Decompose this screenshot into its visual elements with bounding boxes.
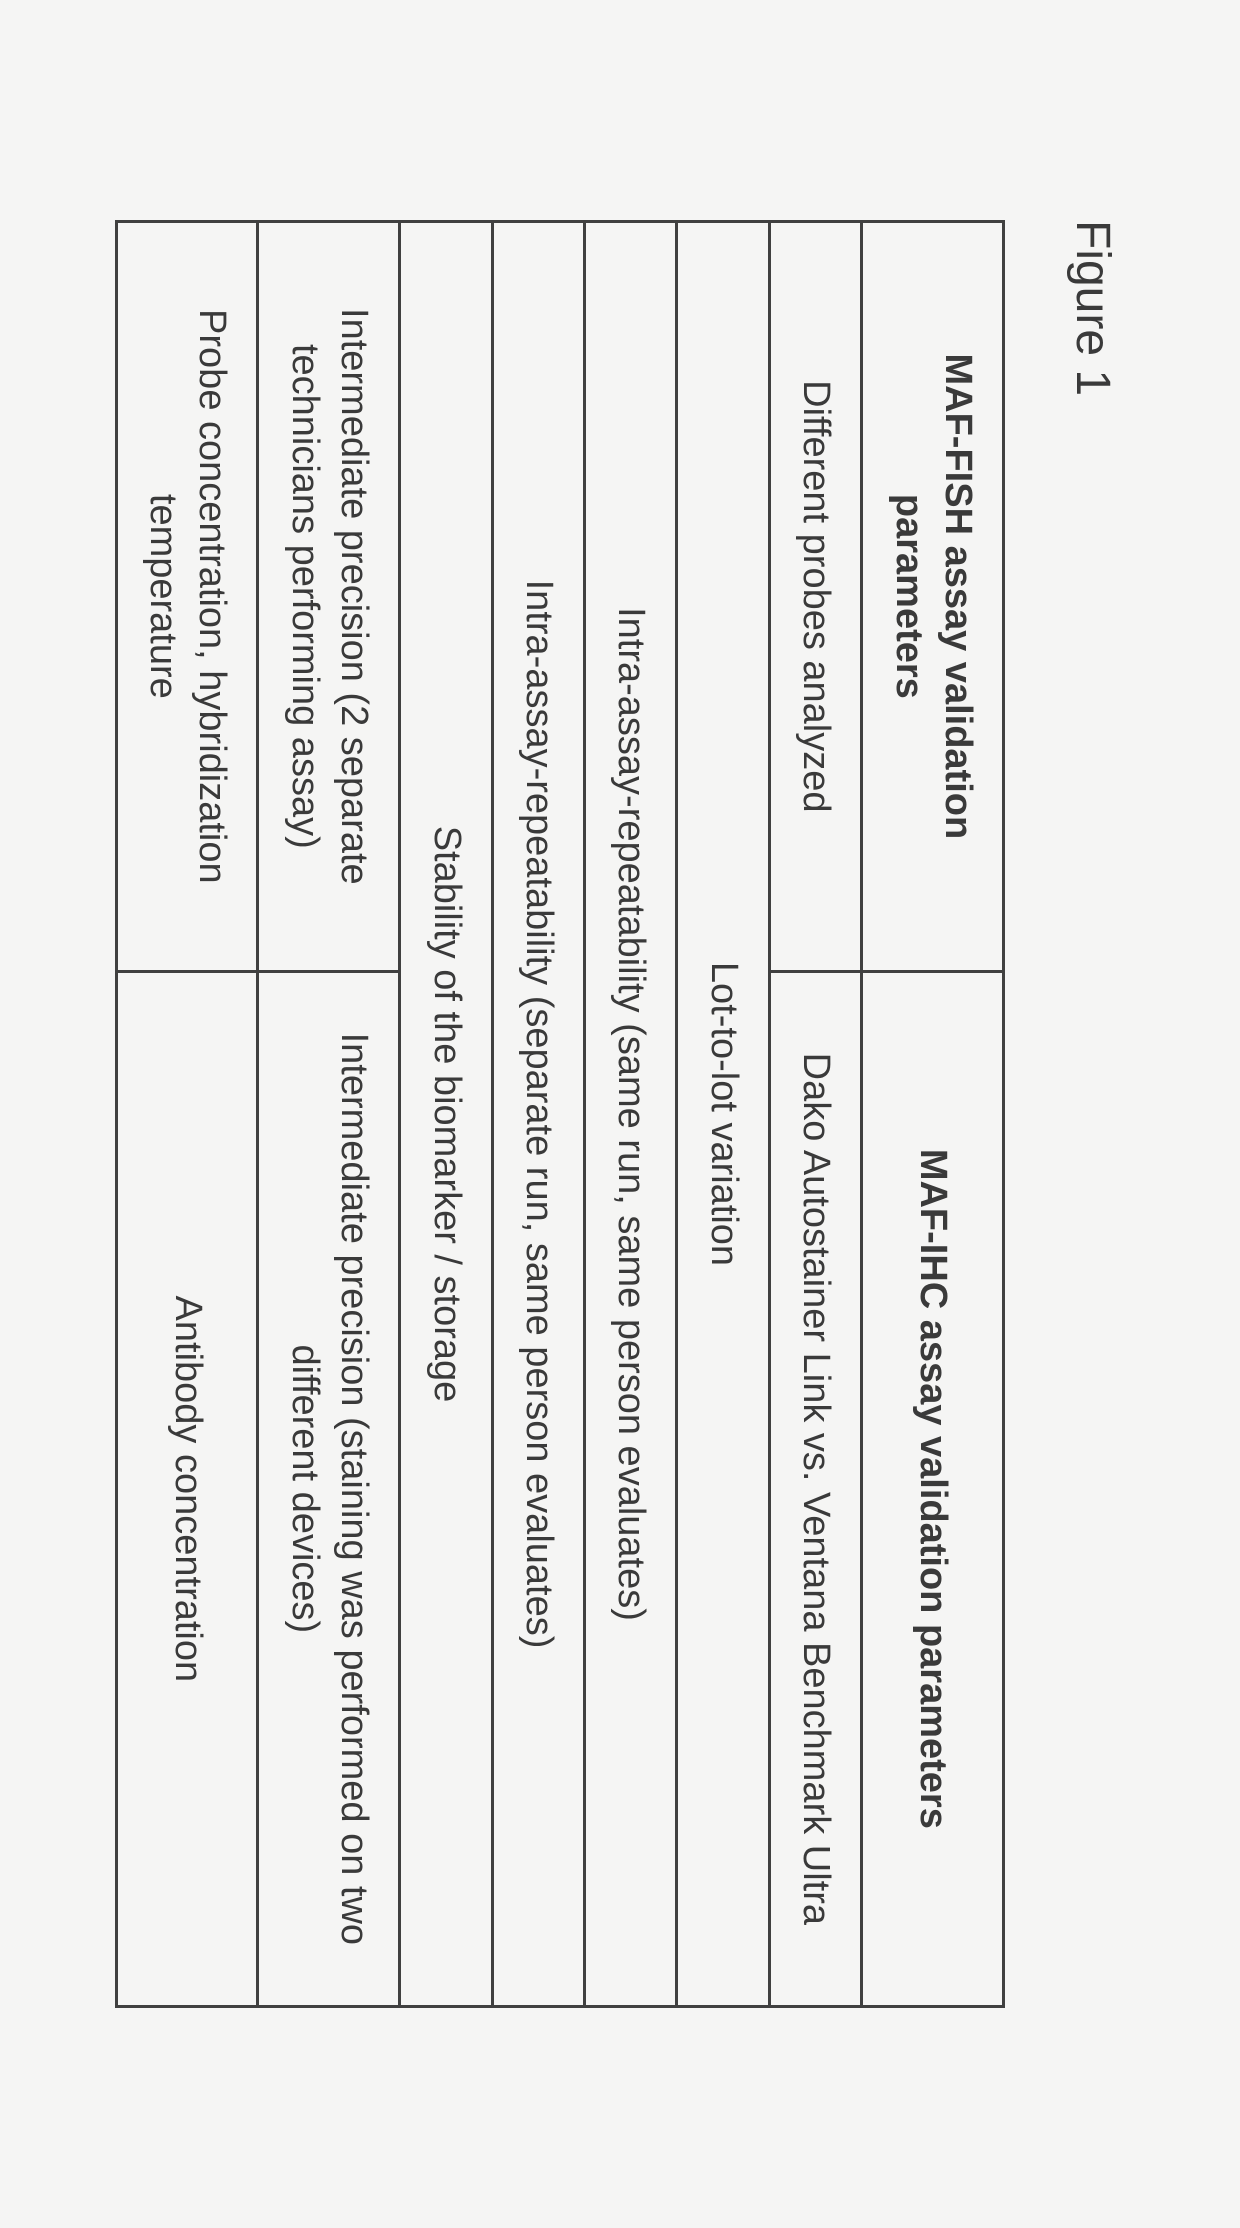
table-row: Intermediate precision (2 separate techn… (258, 222, 400, 2007)
table-row: Intra-assay-repeatability (same run, sam… (585, 222, 677, 2007)
table-row: Intra-assay-repeatability (separate run,… (492, 222, 584, 2007)
cell-span: Stability of the biomarker / storage (400, 222, 492, 2007)
cell-right: Dako Autostainer Link vs. Ventana Benchm… (769, 971, 861, 2006)
figure-container: Figure 1 MAF-FISH assay validation param… (0, 0, 1240, 2228)
header-right: MAF-IHC assay validation parameters (862, 971, 1004, 2006)
cell-right: Antibody concentration (116, 971, 258, 2006)
cell-right: Intermediate precision (staining was per… (258, 971, 400, 2006)
table-row: Different probes analyzed Dako Autostain… (769, 222, 861, 2007)
cell-span: Intra-assay-repeatability (same run, sam… (585, 222, 677, 2007)
header-left: MAF-FISH assay validation parameters (862, 222, 1004, 972)
cell-span: Lot-to-lot variation (677, 222, 769, 2007)
cell-left: Probe concentration, hybridization tempe… (116, 222, 258, 972)
figure-label: Figure 1 (1065, 220, 1120, 2008)
cell-left: Different probes analyzed (769, 222, 861, 972)
table-row: Probe concentration, hybridization tempe… (116, 222, 258, 2007)
table-row: Stability of the biomarker / storage (400, 222, 492, 2007)
table-row: Lot-to-lot variation (677, 222, 769, 2007)
table-header-row: MAF-FISH assay validation parameters MAF… (862, 222, 1004, 2007)
cell-span: Intra-assay-repeatability (separate run,… (492, 222, 584, 2007)
cell-left: Intermediate precision (2 separate techn… (258, 222, 400, 972)
validation-parameters-table: MAF-FISH assay validation parameters MAF… (115, 220, 1005, 2008)
